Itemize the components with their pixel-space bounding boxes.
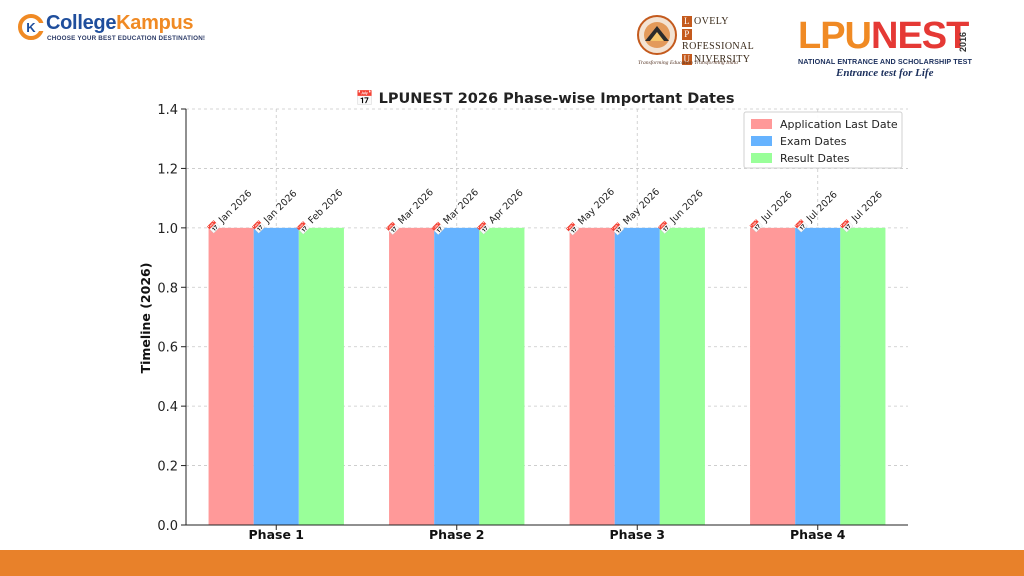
- x-tick-label: Phase 3: [610, 527, 665, 542]
- y-tick-label: 0.6: [157, 341, 178, 356]
- x-tick-label: Phase 4: [790, 527, 846, 542]
- lpunest-subtitle: NATIONAL ENTRANCE AND SCHOLARSHIP TEST: [798, 57, 973, 66]
- lpunest-logo: LPUNEST 2016 NATIONAL ENTRANCE AND SCHOL…: [798, 16, 974, 84]
- bar: [479, 227, 525, 525]
- legend-swatch: [751, 153, 772, 163]
- collegekampus-logo[interactable]: K CollegeKampus CHOOSE YOUR BEST EDUCATI…: [18, 12, 223, 46]
- chart-y-axis-label: Timeline (2026): [138, 263, 153, 374]
- lpu-line1: OVELY: [694, 16, 729, 27]
- bar: [389, 227, 435, 525]
- svg-text:K: K: [26, 20, 36, 35]
- phase-dates-chart: 📅 LPUNEST 2026 Phase-wise Important Date…: [138, 89, 908, 542]
- y-tick-label: 1.2: [157, 162, 178, 177]
- bar: [840, 227, 886, 525]
- lpu-logo: L OVELY PROFESSIONAL U NIVERSITY Transform…: [636, 14, 754, 72]
- lpu-letter-u: U: [682, 53, 692, 65]
- y-tick-label: 0.4: [157, 400, 178, 415]
- bar: [434, 227, 480, 525]
- y-tick-label: 0.8: [157, 281, 178, 296]
- chart-title: 📅 LPUNEST 2026 Phase-wise Important Date…: [356, 89, 735, 107]
- legend-label: Application Last Date: [780, 118, 898, 131]
- y-tick-label: 0.2: [157, 460, 178, 475]
- lpunest-wordmark: LPUNEST: [798, 15, 969, 57]
- y-tick-label: 0.0: [157, 519, 178, 534]
- legend-label: Result Dates: [780, 152, 850, 165]
- bar: [208, 227, 254, 525]
- lpu-emblem-icon: [637, 15, 677, 55]
- brand-tagline: CHOOSE YOUR BEST EDUCATION DESTINATION!: [47, 35, 206, 42]
- lpu-wordmark: L OVELY PROFESSIONAL U NIVERSITY: [682, 16, 754, 66]
- bar: [659, 227, 705, 525]
- brand-name-part1: College: [46, 12, 117, 34]
- bar: [298, 227, 344, 525]
- y-tick-label: 1.0: [157, 222, 178, 237]
- lpu-line3: NIVERSITY: [694, 53, 751, 65]
- legend-label: Exam Dates: [780, 135, 847, 148]
- bar: [750, 227, 796, 525]
- brand-name-part2: Kampus: [116, 12, 194, 34]
- bar: [795, 227, 841, 525]
- x-tick-label: Phase 1: [249, 527, 304, 542]
- legend-swatch: [751, 119, 772, 129]
- lpu-motto: Transforming Education Transforming Indi…: [638, 60, 738, 66]
- lpunest-slogan: Entrance test for Life: [836, 67, 934, 79]
- lpu-letter-l: L: [682, 16, 692, 27]
- collegekampus-mark-icon: K: [18, 14, 44, 40]
- footer-bar: [0, 550, 1024, 576]
- bar: [253, 227, 299, 525]
- lpu-line2: ROFESSIONAL: [682, 41, 755, 52]
- lpunest-wordmark-lpu: LPU: [798, 15, 872, 57]
- lpunest-wordmark-nest: NEST: [871, 15, 969, 57]
- y-tick-label: 1.4: [157, 103, 178, 118]
- legend-swatch: [751, 136, 772, 146]
- lpu-letter-p: P: [682, 28, 692, 40]
- bar: [614, 227, 660, 525]
- bar: [569, 227, 615, 525]
- x-tick-label: Phase 2: [429, 527, 484, 542]
- chart-legend: [743, 111, 903, 169]
- brand-name: CollegeKampus: [46, 12, 194, 35]
